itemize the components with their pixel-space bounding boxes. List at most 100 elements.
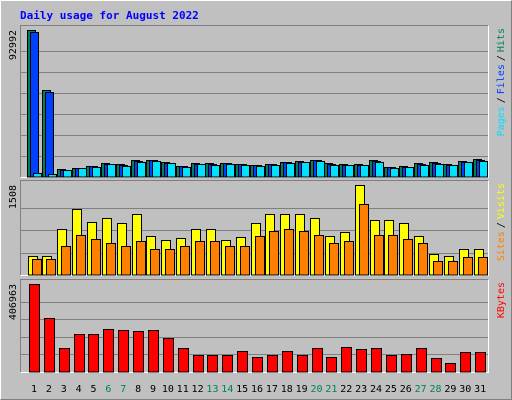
bar <box>316 161 325 178</box>
bar <box>222 355 233 373</box>
x-tick-label: 13 <box>206 384 218 395</box>
bar <box>48 174 57 178</box>
bar <box>460 352 471 373</box>
bar <box>197 164 206 178</box>
bar <box>103 329 114 373</box>
bar <box>284 229 294 276</box>
bar <box>256 166 265 178</box>
x-tick-label: 16 <box>251 384 263 395</box>
legend: Pages / Files / Hits <box>496 28 507 136</box>
x-tick-label: 21 <box>325 384 337 395</box>
bar <box>431 358 442 373</box>
bar <box>449 165 458 178</box>
bar <box>479 161 488 178</box>
bar <box>344 241 354 276</box>
bar <box>433 261 443 276</box>
x-tick-label: 14 <box>221 384 233 395</box>
legend-separator: / <box>496 222 507 228</box>
bar <box>374 235 384 276</box>
x-tick-label: 29 <box>444 384 456 395</box>
bar <box>136 241 146 276</box>
bar <box>312 348 323 373</box>
bar <box>405 167 414 178</box>
bar <box>386 355 397 373</box>
x-tick-label: 9 <box>150 384 156 395</box>
bar <box>475 352 486 373</box>
bar <box>74 334 85 373</box>
bar <box>150 249 160 276</box>
bar <box>45 92 54 178</box>
bar <box>121 246 131 276</box>
bar <box>401 354 412 373</box>
panel-bevel-dark <box>20 180 489 276</box>
bar <box>252 357 263 373</box>
bar <box>299 231 309 276</box>
legend: KBytes <box>496 282 507 318</box>
bar <box>78 168 87 178</box>
panel-bevel-light <box>20 279 489 373</box>
bar <box>210 241 220 276</box>
bar <box>241 165 250 178</box>
bar <box>326 357 337 373</box>
bar <box>92 167 101 178</box>
x-tick-label: 27 <box>415 384 427 395</box>
bar <box>314 235 324 276</box>
x-tick-label: 20 <box>311 384 323 395</box>
bar <box>240 246 250 276</box>
bar <box>418 243 428 276</box>
bar <box>118 330 129 373</box>
bar <box>137 162 146 178</box>
legend-entry: Visits <box>496 183 507 219</box>
bar <box>167 163 176 178</box>
bar <box>345 165 354 178</box>
bar <box>388 235 398 276</box>
bar <box>178 348 189 373</box>
x-tick-label: 26 <box>400 384 412 395</box>
y-max-label: 92992 <box>8 30 19 60</box>
bar <box>225 246 235 276</box>
bar <box>390 168 399 178</box>
legend-entry: KBytes <box>496 282 507 318</box>
bar <box>107 164 116 178</box>
y-max-label: 406963 <box>8 284 19 320</box>
bar <box>33 173 42 178</box>
bar <box>237 351 248 373</box>
bar <box>165 249 175 276</box>
bar <box>286 163 295 178</box>
bar <box>88 334 99 373</box>
bar <box>226 164 235 178</box>
legend-separator: / <box>496 55 507 61</box>
bar <box>341 347 352 373</box>
bar <box>403 239 413 276</box>
x-tick-label: 8 <box>135 384 141 395</box>
x-tick-label: 31 <box>474 384 486 395</box>
bar <box>416 348 427 373</box>
bar <box>182 167 191 178</box>
x-tick-label: 6 <box>105 384 111 395</box>
bar <box>356 349 367 373</box>
x-tick-label: 12 <box>192 384 204 395</box>
legend-entry: Pages <box>496 106 507 136</box>
bar <box>375 162 384 178</box>
legend-entry: Hits <box>496 28 507 52</box>
bar <box>122 166 131 178</box>
bar <box>152 161 161 178</box>
bar <box>44 318 55 373</box>
bar <box>46 259 56 276</box>
bar <box>195 241 205 276</box>
y-max-label: 1508 <box>8 185 19 209</box>
bar <box>30 32 39 178</box>
bar <box>435 164 444 178</box>
bar <box>29 284 40 373</box>
bar <box>59 348 70 373</box>
x-tick-label: 7 <box>120 384 126 395</box>
bar <box>76 235 86 276</box>
bar <box>301 162 310 178</box>
bar <box>163 338 174 373</box>
x-tick-label: 1 <box>31 384 37 395</box>
bar <box>211 165 220 178</box>
x-tick-label: 15 <box>236 384 248 395</box>
x-tick-label: 30 <box>459 384 471 395</box>
